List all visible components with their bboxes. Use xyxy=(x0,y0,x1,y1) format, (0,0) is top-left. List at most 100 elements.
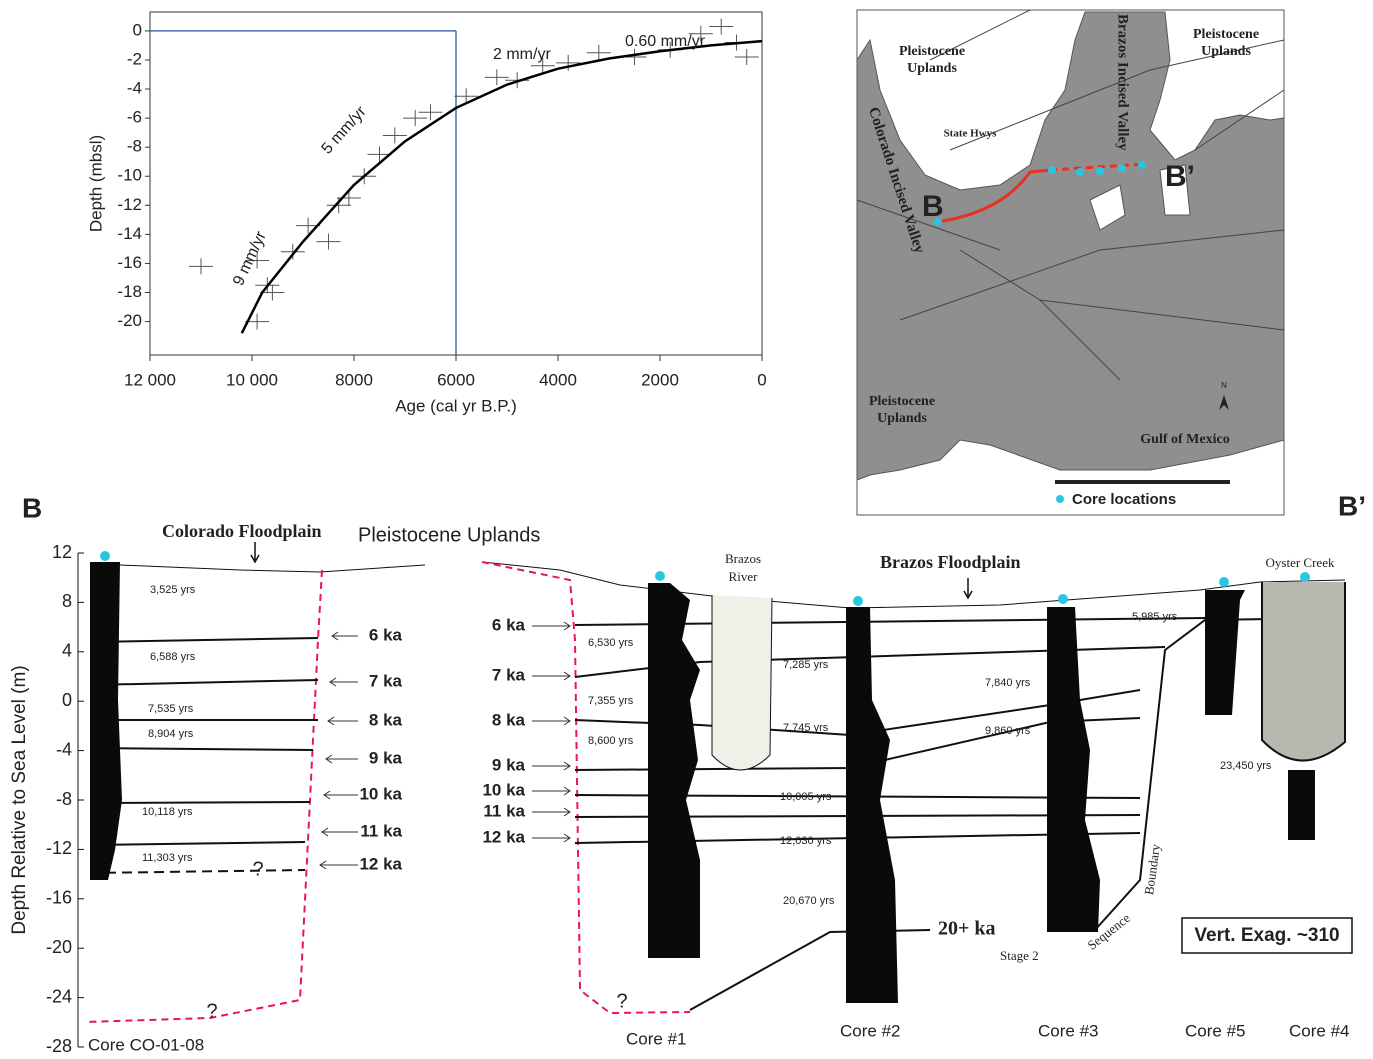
valley-boundary xyxy=(481,561,691,1015)
observation xyxy=(688,25,713,42)
age-label: 8 ka xyxy=(492,710,526,729)
date-label: 3,525 yrs xyxy=(150,584,196,596)
cross-section xyxy=(77,542,1353,1047)
observation xyxy=(260,284,285,301)
river-label: Brazos xyxy=(725,551,761,566)
section-label: B’ xyxy=(1338,490,1366,521)
core-column xyxy=(648,583,700,958)
section-label: B’ xyxy=(1165,160,1195,193)
section-label: B xyxy=(22,492,42,523)
time-line xyxy=(89,869,306,874)
x-tick-label: 12 000 xyxy=(124,370,176,389)
observation xyxy=(556,54,581,71)
time-line xyxy=(89,801,311,804)
core-top xyxy=(1300,572,1310,582)
age-label: 11 ka xyxy=(360,821,402,840)
core-column xyxy=(1288,770,1315,840)
section-tick-label: -16 xyxy=(46,888,72,908)
rate-annotation: 2 mm/yr xyxy=(493,46,551,63)
time-line xyxy=(689,929,931,1011)
channel-fill xyxy=(1261,582,1346,762)
age-label: 11 ka xyxy=(483,801,525,820)
sea-label: Gulf of Mexico xyxy=(1140,432,1229,447)
observation xyxy=(189,258,213,275)
legend-swatch xyxy=(1056,495,1064,503)
core-top xyxy=(655,571,665,581)
core-top xyxy=(853,596,863,606)
x-tick-label: 4000 xyxy=(539,370,577,389)
valley-label: Brazos Incised Valley xyxy=(1115,14,1131,151)
section-tick-label: 4 xyxy=(62,641,72,661)
exaggeration-box xyxy=(1181,917,1353,954)
x-tick-label: 10 000 xyxy=(226,370,278,389)
age-label: 6 ka xyxy=(369,625,403,644)
section-tick-label: 12 xyxy=(52,542,72,562)
observation xyxy=(245,252,270,269)
stage-label: Stage 2 xyxy=(1000,948,1039,963)
map-core xyxy=(1138,161,1146,169)
core-label: Core #3 xyxy=(1038,1021,1098,1040)
upland-label: Pleistocene xyxy=(899,44,965,59)
fit-curve xyxy=(240,39,763,334)
observation xyxy=(734,49,759,66)
age-arrow xyxy=(325,754,358,764)
observation xyxy=(484,69,509,86)
age-arrow xyxy=(532,833,571,843)
observation xyxy=(530,57,555,74)
observation xyxy=(382,127,407,144)
observation xyxy=(418,104,443,121)
scale-bar xyxy=(1055,480,1230,484)
core-label: Core #4 xyxy=(1289,1021,1349,1040)
section-tick-label: -24 xyxy=(46,986,72,1006)
time-line xyxy=(574,717,1141,771)
observation xyxy=(316,233,341,250)
map-island xyxy=(1089,164,1191,231)
date-label: 7,285 yrs xyxy=(783,659,829,671)
upland-label: Uplands xyxy=(877,411,927,426)
river-label: River xyxy=(729,569,759,584)
date-label: 6,530 yrs xyxy=(588,637,634,649)
map-core xyxy=(1076,168,1084,176)
y-tick-label: -14 xyxy=(117,224,142,243)
section-axis-label: Depth Relative to Sea Level (m) xyxy=(9,665,30,934)
map-core xyxy=(1118,164,1126,172)
rate-annotation: 0.60 mm/yr xyxy=(625,33,706,50)
creek-label: Oyster Creek xyxy=(1266,555,1335,570)
date-label: 7,355 yrs xyxy=(588,695,634,707)
section-label: B xyxy=(922,190,944,223)
y-tick-label: -12 xyxy=(117,195,142,214)
section-tick-label: -12 xyxy=(46,838,72,858)
date-label: 20,670 yrs xyxy=(783,895,835,907)
section-tick-label: -20 xyxy=(46,937,72,957)
date-label: 5,985 yrs xyxy=(1132,611,1178,623)
core-top xyxy=(1219,577,1229,587)
date-label: 8,904 yrs xyxy=(148,728,194,740)
north-label: N xyxy=(1221,381,1227,390)
upland-label: Pleistocene xyxy=(869,394,935,409)
sequence-boundary-line xyxy=(1094,617,1346,931)
core-label: Core #5 xyxy=(1185,1021,1245,1040)
core-column xyxy=(90,562,122,880)
observation xyxy=(280,243,305,260)
upland-label: Uplands xyxy=(907,61,957,76)
y-tick-label: -4 xyxy=(127,79,142,98)
unknown-mark: ? xyxy=(616,990,627,1012)
core-column xyxy=(1047,607,1100,932)
age-arrow xyxy=(532,716,571,726)
cores xyxy=(90,562,1315,1003)
rate-annotation: 9 mm/yr xyxy=(230,228,270,288)
age-label: 9 ka xyxy=(369,748,403,767)
rate-annotation: 5 mm/yr xyxy=(318,103,370,158)
date-label: 23,450 yrs xyxy=(1220,760,1272,772)
observation xyxy=(326,197,351,214)
y-tick-label: -18 xyxy=(117,282,142,301)
date-label: 7,840 yrs xyxy=(985,677,1031,689)
unknown-mark: ? xyxy=(252,858,263,880)
age-arrow xyxy=(532,671,571,681)
age-label: 10 ka xyxy=(482,780,525,799)
x-tick-label: 0 xyxy=(757,370,766,389)
valley-boundary xyxy=(84,569,323,1023)
unknown-mark: ? xyxy=(206,1000,217,1022)
section-tick-label: 0 xyxy=(62,690,72,710)
